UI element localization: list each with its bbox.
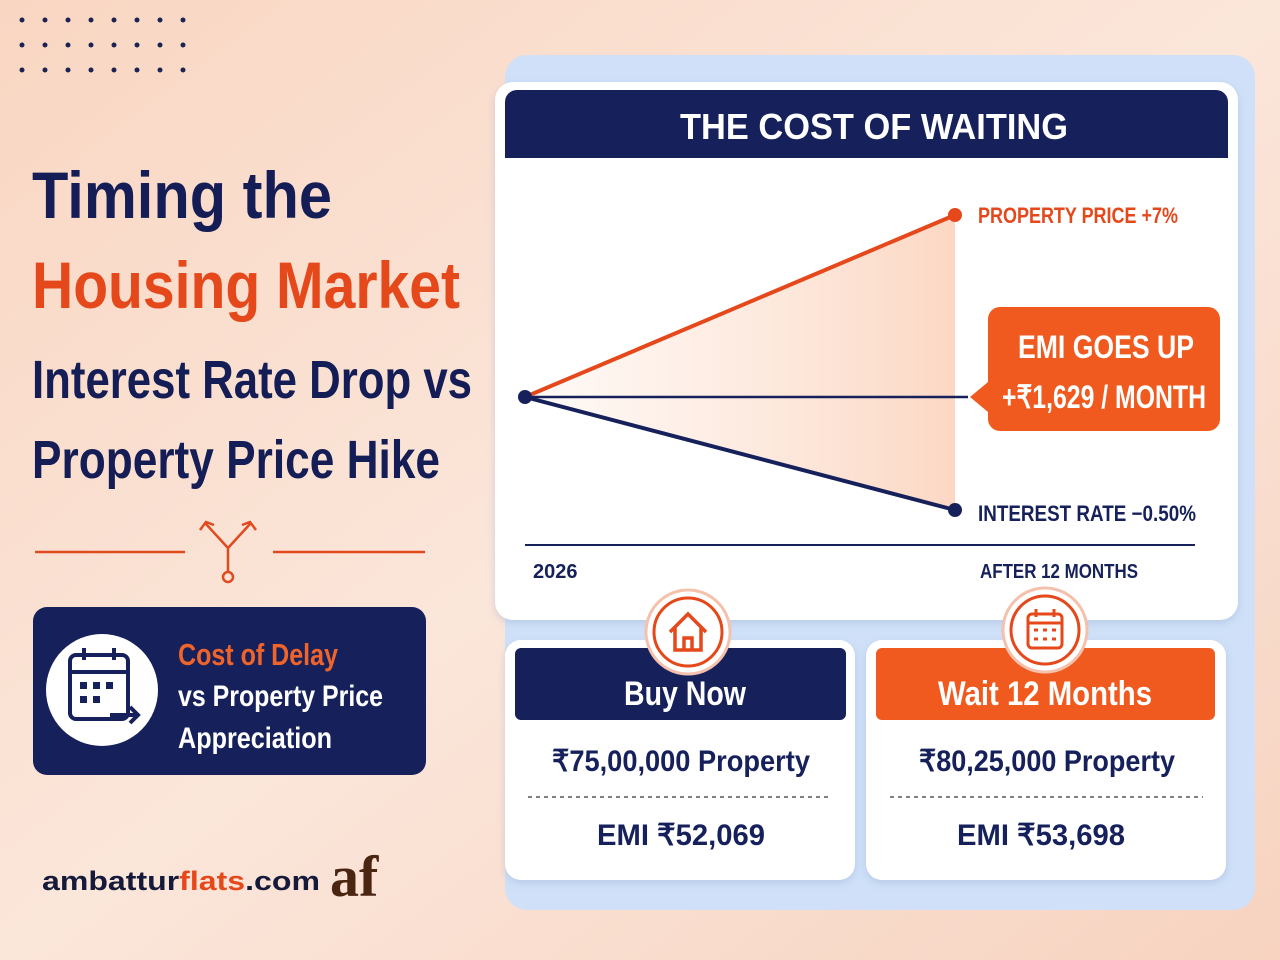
start-point bbox=[518, 390, 532, 404]
divider bbox=[35, 520, 425, 584]
brand-prefix: ambattur bbox=[42, 866, 180, 896]
chart-title-bar bbox=[505, 90, 1228, 158]
card-title: Buy Now bbox=[624, 675, 746, 713]
brand-accent: flats bbox=[179, 866, 245, 896]
house-icon bbox=[668, 611, 708, 652]
card-price: ₹75,00,000 Property bbox=[552, 745, 810, 778]
headline-line: Interest Rate Drop vs bbox=[32, 350, 472, 410]
calendar-dots bbox=[80, 682, 113, 703]
rate-line bbox=[524, 395, 956, 512]
card-icon-bg bbox=[644, 588, 732, 676]
x-label-end: AFTER 12 MONTHS bbox=[980, 561, 1138, 583]
card-price: ₹80,25,000 Property bbox=[919, 745, 1175, 778]
badge-text: vs Property Price bbox=[178, 680, 383, 713]
card-header bbox=[515, 648, 846, 720]
callout-line: EMI GOES UP bbox=[1018, 329, 1194, 365]
callout bbox=[970, 307, 1220, 431]
badge-icon-bg bbox=[46, 634, 158, 746]
card-title: Wait 12 Months bbox=[938, 675, 1152, 713]
card-emi: EMI ₹52,069 bbox=[597, 819, 765, 852]
price-line bbox=[524, 213, 956, 399]
price-point bbox=[948, 208, 962, 222]
headline-line: Property Price Hike bbox=[32, 430, 440, 490]
callout-line: +₹1,629 / MONTH bbox=[1002, 379, 1206, 415]
rate-point bbox=[948, 503, 962, 517]
price-label: PROPERTY PRICE +7% bbox=[978, 203, 1178, 228]
calendar-icon bbox=[1026, 609, 1064, 650]
headline-accent: Housing Market bbox=[32, 248, 460, 322]
badge-text: Appreciation bbox=[178, 722, 332, 755]
x-label-start: 2026 bbox=[533, 561, 578, 583]
rate-label: INTEREST RATE −0.50% bbox=[978, 501, 1196, 526]
brand-url: ambattur flats .com bbox=[42, 866, 320, 896]
card-icon-ring bbox=[1009, 594, 1081, 666]
gap-shade bbox=[525, 215, 955, 510]
card-header bbox=[876, 648, 1215, 720]
headline-line: Timing the bbox=[32, 158, 332, 232]
badge-highlight: Cost of Delay bbox=[178, 637, 339, 672]
card-icon-ring bbox=[652, 596, 724, 668]
brand-suffix: .com bbox=[245, 866, 320, 896]
chart-title: THE COST OF WAITING bbox=[680, 106, 1068, 147]
card-emi: EMI ₹53,698 bbox=[957, 819, 1125, 852]
dot-pattern bbox=[19, 17, 186, 73]
calendar-icon bbox=[68, 648, 141, 725]
brand-logo: af bbox=[330, 844, 379, 909]
